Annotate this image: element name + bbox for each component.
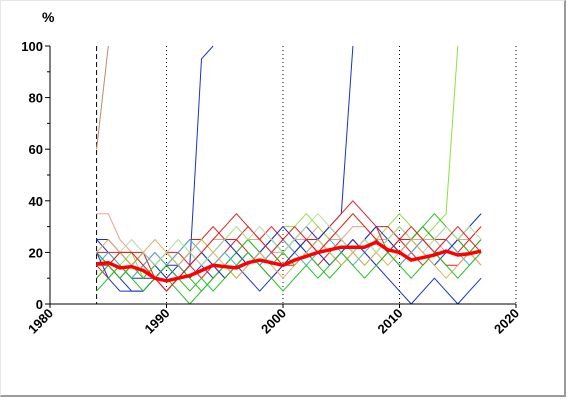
x-tick-label-1980: 1980 (25, 306, 56, 337)
y-tick-label-60: 60 (29, 142, 43, 157)
series-line-17 (96, 251, 482, 292)
series-line-3 (96, 45, 214, 292)
y-tick-label-40: 40 (29, 194, 43, 209)
y-axis-unit-label: % (42, 9, 55, 25)
y-tick-label-0: 0 (36, 297, 43, 312)
series-line-16 (96, 213, 482, 292)
series-lines (96, 45, 482, 305)
x-tick-label-2020: 2020 (491, 306, 522, 337)
mean-series-line (96, 240, 482, 283)
x-tick-label-2000: 2000 (258, 306, 289, 337)
x-tick-label-2010: 2010 (375, 306, 406, 337)
x-tick-label-1990: 1990 (142, 306, 173, 337)
grid-lines (96, 46, 517, 304)
series-line-1 (96, 45, 109, 150)
y-tick-label-100: 100 (21, 39, 43, 54)
y-tick-label-80: 80 (29, 91, 43, 106)
series-line-15 (96, 239, 482, 279)
y-tick-label-20: 20 (29, 245, 43, 260)
